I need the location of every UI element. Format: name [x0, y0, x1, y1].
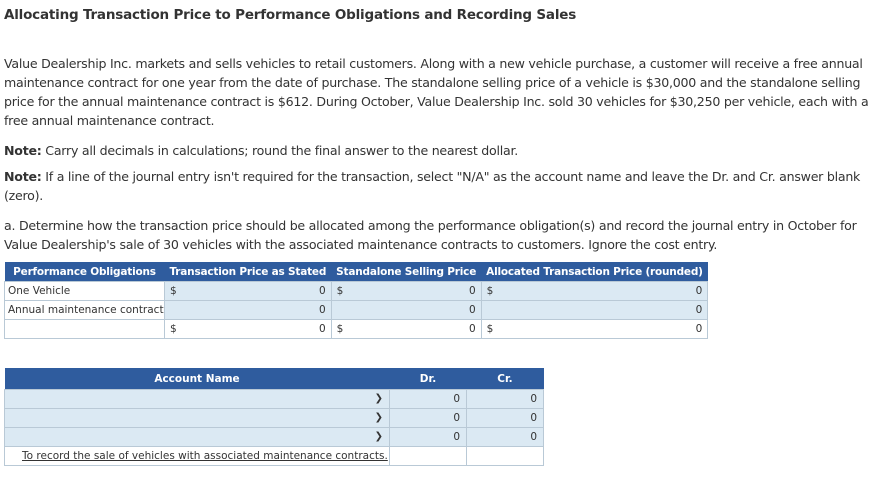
table-row: $0 $0 $0 — [4, 319, 709, 339]
table-row: ❯ 0 0 — [4, 427, 544, 447]
chevron-down-icon: ❯ — [374, 412, 383, 423]
row-label: Annual maintenance contract — [4, 300, 165, 320]
table-row: Annual maintenance contract 0 0 0 — [4, 300, 709, 320]
standalone-price-input[interactable]: 0 — [330, 300, 482, 320]
credit-input[interactable]: 0 — [466, 408, 544, 428]
page-title: Allocating Transaction Price to Performa… — [4, 7, 577, 23]
allocated-price-input[interactable]: 0 — [480, 300, 709, 320]
note-label: Note: — [4, 143, 42, 158]
note-text: Carry all decimals in calculations; roun… — [41, 143, 518, 158]
column-header: Allocated Transaction Price (rounded) — [481, 262, 708, 282]
column-header: Performance Obligations — [4, 262, 165, 282]
note-label: Note: — [4, 169, 42, 184]
column-header: Cr. — [466, 368, 544, 390]
row-label — [4, 319, 165, 339]
note-na: Note: If a line of the journal entry isn… — [4, 167, 889, 205]
column-header: Account Name — [4, 368, 390, 390]
transaction-price-input[interactable]: 0 — [164, 300, 332, 320]
journal-entry-description: To record the sale of vehicles with asso… — [4, 446, 390, 466]
table-row: ❯ 0 0 — [4, 389, 544, 409]
account-name-select[interactable]: ❯ — [4, 408, 390, 428]
column-header: Dr. — [389, 368, 467, 390]
note-text: If a line of the journal entry isn't req… — [4, 169, 861, 203]
debit-input[interactable]: 0 — [389, 389, 467, 409]
debit-input[interactable]: 0 — [389, 408, 467, 428]
total-standalone-price: $0 — [330, 319, 482, 339]
standalone-price-input[interactable]: $0 — [330, 281, 482, 301]
account-name-select[interactable]: ❯ — [4, 389, 390, 409]
problem-text: Value Dealership Inc. markets and sells … — [4, 56, 869, 128]
total-transaction-price: $0 — [164, 319, 332, 339]
performance-obligations-table: Performance Obligations Transaction Pric… — [4, 262, 709, 339]
column-header: Standalone Selling Price — [331, 262, 482, 282]
part-a-instructions: a. Determine how the transaction price s… — [4, 218, 857, 252]
total-allocated-price: $0 — [480, 319, 709, 339]
table-row: ❯ 0 0 — [4, 408, 544, 428]
note-rounding: Note: Carry all decimals in calculations… — [4, 141, 889, 160]
column-header: Transaction Price as Stated — [164, 262, 332, 282]
journal-entry-table: Account Name Dr. Cr. ❯ 0 0 ❯ 0 0 ❯ 0 0 T… — [4, 368, 544, 466]
chevron-down-icon: ❯ — [374, 431, 383, 442]
transaction-price-input[interactable]: $0 — [164, 281, 332, 301]
table-row: One Vehicle $0 $0 $0 — [4, 281, 709, 301]
chevron-down-icon: ❯ — [374, 393, 383, 404]
account-name-select[interactable]: ❯ — [4, 427, 390, 447]
table-row: To record the sale of vehicles with asso… — [4, 446, 544, 466]
debit-input[interactable]: 0 — [389, 427, 467, 447]
row-label: One Vehicle — [4, 281, 165, 301]
credit-input[interactable]: 0 — [466, 427, 544, 447]
credit-input[interactable]: 0 — [466, 389, 544, 409]
allocated-price-input[interactable]: $0 — [480, 281, 709, 301]
